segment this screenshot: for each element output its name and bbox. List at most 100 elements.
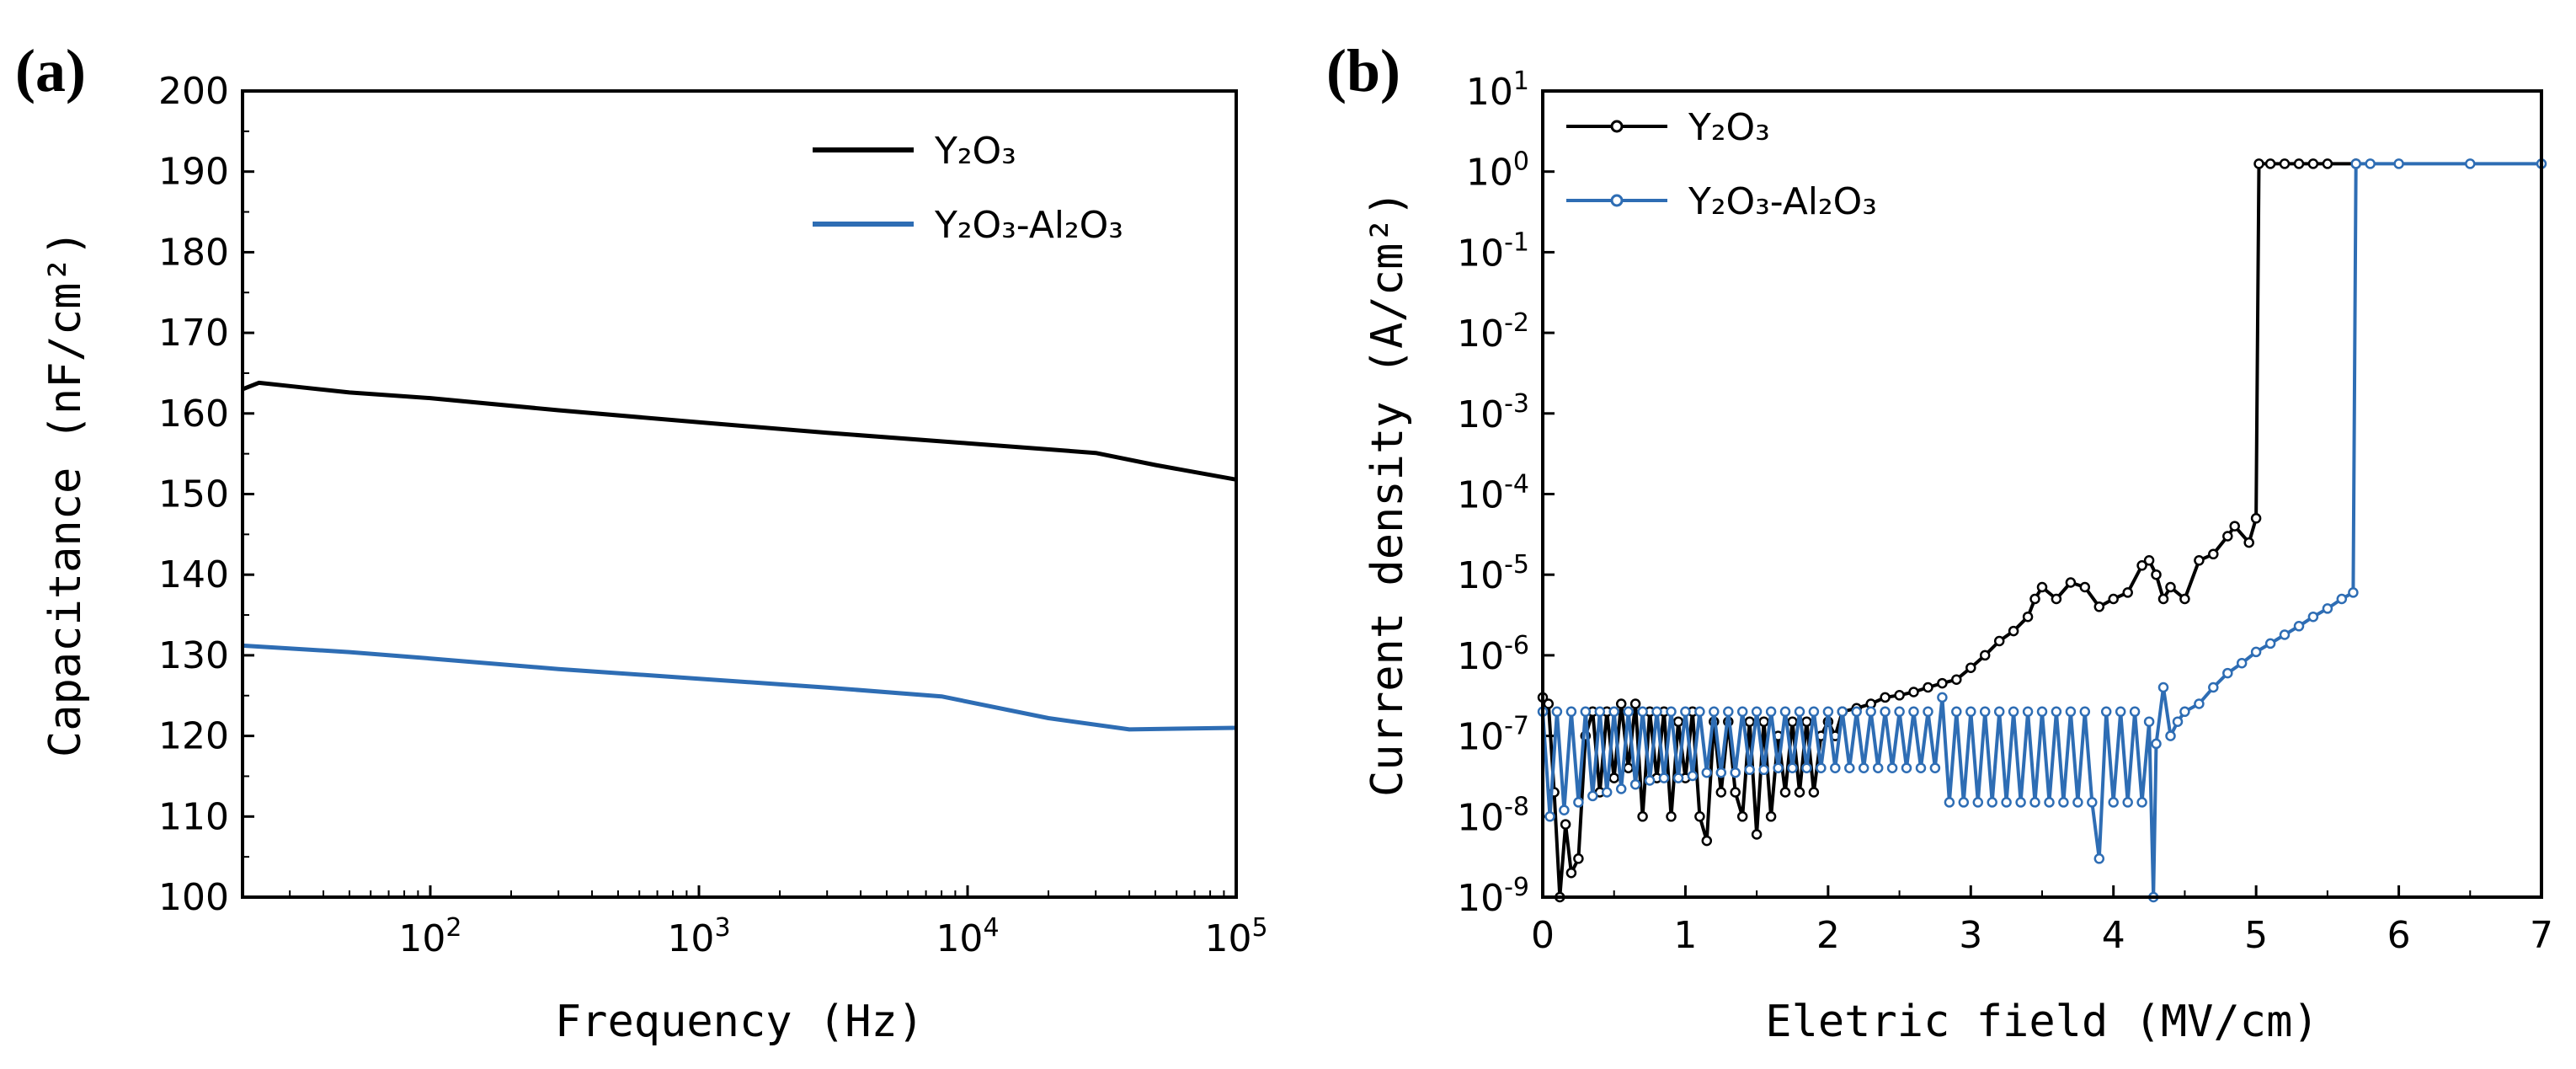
panel-b-series-1-marker [1880,692,1891,703]
panel-b-series-2-marker [2058,797,2069,808]
panel-b-series-2-marker [2222,667,2233,679]
panel-a-y-tick-label: 180 [158,231,229,274]
panel-b-y-tick-label-exponent: -9 [1504,873,1529,902]
panel-a-legend: Y₂O₃ Y₂O₃-Al₂O₃ [813,130,1123,247]
panel-b-series-2-marker [1844,762,1855,773]
panel-b-series-2-marker [2322,603,2333,614]
panel-b-series-1-marker [1894,690,1905,701]
panel-b-series-2-marker [1880,706,1891,718]
panel-b-series-2-marker [1551,706,1563,718]
panel-a-label: (a) [15,37,86,104]
panel-b-series-1-marker [2264,158,2276,169]
panel-b-series-1-marker [2036,581,2048,593]
panel-b-series-2-marker [2015,797,2026,808]
panel-a-x-tick-label-base: 10 [398,917,445,960]
panel-b-series-2-marker [2029,797,2040,808]
panel-b-legend-marker-1 [1610,120,1624,133]
panel-b-series-1-marker [1937,677,1948,689]
panel-a-series-line-2 [242,643,1237,732]
panel-a-capacitance-chart: (a) 100110120130140150160170180190200102… [15,37,1268,1047]
panel-b-series-2-marker [1951,706,1962,718]
panel-b-series-2-marker [1965,706,1976,718]
panel-b-series-2-marker [1979,706,1991,718]
panel-b-series-1-marker [1715,787,1727,798]
panel-b-series-1-marker [2051,593,2062,605]
panel-b-series-1-marker [2029,593,2040,605]
panel-b-series-2-marker [2194,698,2205,709]
panel-b-series-2-marker [2293,621,2305,632]
panel-b-y-tick-label: 10-7 [1457,712,1529,759]
panel-b-series-2-marker [1744,764,1755,776]
panel-b-series-2-marker [2129,706,2141,718]
panel-a-x-tick-label-exponent: 5 [1251,913,1267,943]
panel-b-x-tick-label: 1 [1673,914,1697,957]
panel-b-series-1-marker [2179,593,2190,605]
panel-b-series-2-marker [2350,158,2361,169]
panel-b-series-2-marker [1758,764,1769,776]
panel-b-series-2-marker [1559,804,1570,815]
panel-a-y-tick-label: 120 [158,715,229,758]
panel-b-series-2-marker [1901,762,1912,773]
panel-b-series-1-marker [1629,698,1641,709]
panel-b-series-2-marker [1915,762,1927,773]
panel-b-series-1-marker [2136,560,2147,571]
panel-b-series-2-marker [1580,706,1592,718]
panel-b-series-1-marker [1751,829,1763,840]
panel-b-series-2-marker [1594,706,1606,718]
panel-b-series-1-marker [2079,581,2091,593]
panel-b-series-1-marker [2151,569,2162,580]
panel-a-x-tick-label: 104 [936,913,999,960]
panel-b-series-2-marker [1972,797,1984,808]
panel-b-series-line-2 [1541,162,2541,899]
panel-b-series-2-marker [1822,706,1834,718]
panel-b-y-tick-label-exponent: -8 [1504,792,1529,821]
panel-a-x-tick-label-base: 10 [936,917,983,960]
panel-b-y-tick-label: 10-9 [1457,873,1529,920]
panel-b-series-1-marker [1779,787,1791,798]
panel-b-series-1-marker [1736,811,1748,822]
panel-a-x-tick-label: 102 [398,913,461,960]
panel-b-legend-label-2: Y₂O₃-Al₂O₃ [1688,180,1877,223]
panel-b-series-2-marker [2115,706,2126,718]
panel-b-series-1-marker [1744,716,1755,727]
panel-b-y-tick-label-base: 10 [1466,71,1513,114]
panel-b-series-2-marker [2022,706,2034,718]
panel-b-x-tick-label: 4 [2102,914,2125,957]
panel-b-series-1-marker [1808,787,1820,798]
panel-b-y-tick-label: 10-6 [1457,631,1529,678]
panel-b-series-2-marker [2365,158,2376,169]
panel-b-x-tick-label: 3 [1959,914,1982,957]
panel-b-series-2-marker [1723,706,1734,718]
panel-b-series-2-marker [2100,706,2112,718]
panel-b-series-1-marker [2022,611,2034,623]
panel-b-series-2-marker [2136,797,2147,808]
panel-b-series-2-marker [1787,762,1798,773]
panel-b-series-1-marker [1666,811,1677,822]
panel-b-series-2-marker [1851,706,1862,718]
panel-a-series [242,380,1237,732]
panel-a-x-tick-label: 103 [667,913,730,960]
panel-b-series-1-marker [2157,593,2169,605]
panel-b-series-2-marker [1715,767,1727,778]
panel-b-series-2-marker [2157,681,2169,693]
panel-b-series-1-marker [2122,587,2133,598]
panel-b-series-2-marker [1816,762,1827,773]
panel-b-y-axis-title: Current density (A/cm²) [1363,190,1413,797]
panel-a-x-tick-label-exponent: 4 [983,913,999,943]
panel-b-series-1-marker [1543,698,1555,709]
panel-b-series-1-marker [1993,635,2005,647]
panel-b-y-tick-label: 10-2 [1457,308,1529,355]
panel-a-y-tick-label: 170 [158,312,229,355]
panel-b-series-1-marker [1701,835,1713,847]
panel-b-series-1-marker [2229,521,2240,532]
panel-b-series-2-marker [1765,706,1777,718]
panel-b-series-1-marker [1787,716,1798,727]
panel-b-series-2-marker [1872,762,1884,773]
panel-a-series-line-1 [242,380,1237,482]
panel-a-y-tick-label: 160 [158,393,229,436]
panel-b-series-1-marker [1908,687,1919,698]
panel-b-series-2-marker [2208,681,2219,693]
panel-b-series-1-marker [2243,537,2254,548]
panel-b-x-tick-label: 2 [1816,914,1840,957]
